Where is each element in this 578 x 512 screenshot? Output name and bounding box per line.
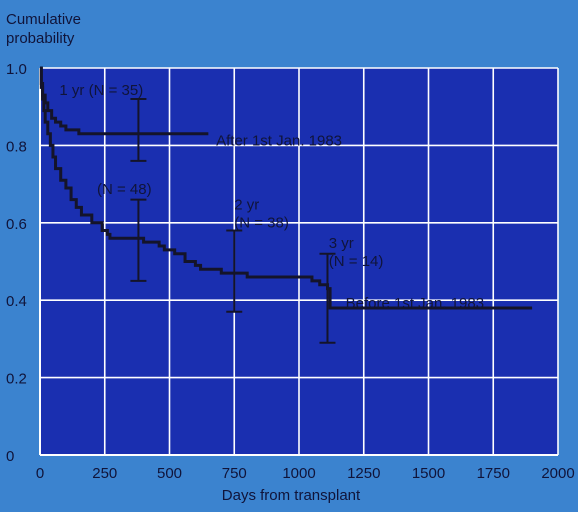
x-axis-title: Days from transplant — [222, 487, 361, 504]
y-tick-label: 1.0 — [6, 61, 27, 78]
y-tick-label: 0.2 — [6, 371, 27, 388]
y-tick-label: 0.8 — [6, 138, 27, 155]
y-axis-title: Cumulative probability — [6, 11, 81, 47]
series-line-before-1983 — [39, 66, 533, 310]
ann-before-label: Before 1st Jan. 1983 — [346, 295, 484, 312]
x-tick-label: 0 — [36, 465, 44, 482]
y-tick-label: 0.4 — [6, 293, 27, 310]
ann-after-label: After 1st Jan. 1983 — [216, 132, 342, 149]
ann-2yr: 2 yr (N = 38) — [234, 196, 289, 231]
x-tick-label: 1750 — [477, 465, 510, 482]
x-tick-label: 1000 — [282, 465, 315, 482]
y-tick-label: 0 — [6, 448, 14, 465]
ann-1yr-before: (N = 48) — [97, 181, 152, 198]
x-tick-label: 750 — [222, 465, 247, 482]
x-tick-label: 250 — [92, 465, 117, 482]
x-tick-label: 1500 — [412, 465, 445, 482]
y-tick-label: 0.6 — [6, 216, 27, 233]
ann-1yr-after: 1 yr (N = 35) — [59, 82, 143, 99]
x-tick-label: 500 — [157, 465, 182, 482]
x-tick-label: 1250 — [347, 465, 380, 482]
ann-3yr: 3 yr (N = 14) — [329, 235, 384, 270]
x-tick-label: 2000 — [541, 465, 574, 482]
